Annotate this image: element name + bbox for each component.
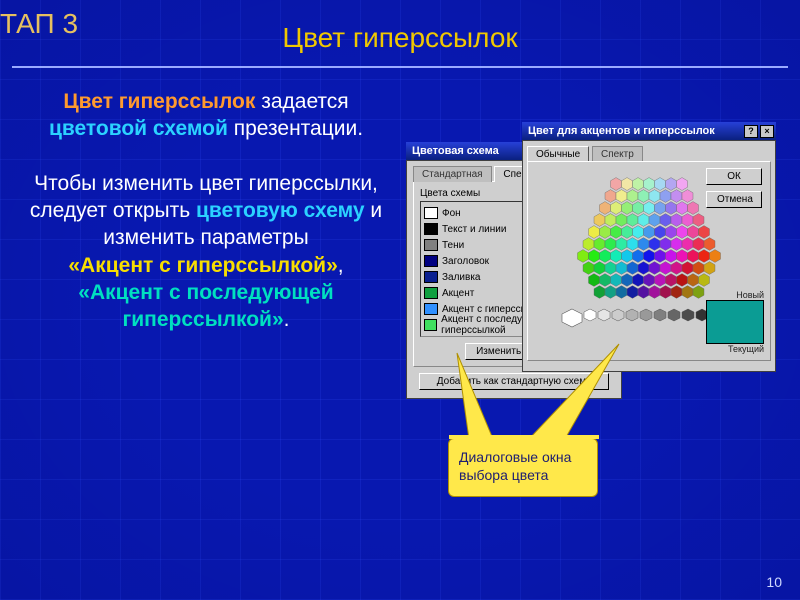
body-accent-2: «Акцент с последующей гиперссылкой»: [78, 281, 333, 331]
body-link-1: цветовой схемой: [49, 117, 228, 140]
body-emph-1: Цвет гиперссылок: [63, 90, 255, 113]
scheme-item-label: Фон: [442, 208, 461, 219]
swatch-icon: [424, 303, 438, 315]
scheme-tab-standard[interactable]: Стандартная: [413, 166, 492, 182]
window-controls: ? ×: [744, 125, 774, 138]
swatch-icon: [424, 223, 438, 235]
scheme-item-label: Акцент: [442, 288, 474, 299]
slide: ТАП 3 Цвет гиперссылок Цвет гиперссылок …: [0, 0, 800, 600]
swatch-icon: [424, 207, 438, 219]
picker-dialog-titlebar[interactable]: Цвет для акцентов и гиперссылок ? ×: [522, 122, 776, 140]
picker-tab-normal[interactable]: Обычные: [527, 146, 589, 162]
swatch-icon: [424, 239, 438, 251]
callout-box: Диалоговые окна выбора цвета: [448, 438, 598, 497]
slide-title: Цвет гиперссылок: [0, 22, 800, 54]
body-plain-1: задается: [261, 90, 348, 113]
scheme-item-label: Текст и линии: [442, 224, 506, 235]
scheme-dialog-title: Цветовая схема: [412, 145, 499, 157]
callout-text: Диалоговые окна выбора цвета: [459, 449, 571, 483]
callout-pointer-icon: [449, 339, 669, 439]
body-link-2: цветовую схему: [196, 199, 365, 222]
body-accent-1: «Акцент с гиперссылкой»: [68, 254, 337, 277]
color-picker-dialog: Цвет для акцентов и гиперссылок ? × Обыч…: [522, 122, 776, 372]
title-divider: [12, 66, 788, 68]
scheme-item-label: Заголовок: [442, 256, 489, 267]
slide-body-text: Цвет гиперссылок задается цветовой схемо…: [26, 88, 386, 334]
picker-tab-spectrum[interactable]: Спектр: [592, 146, 643, 162]
swatch-icon: [424, 319, 437, 331]
new-color-swatch: [707, 301, 763, 322]
color-preview: Новый Текущий: [706, 290, 764, 354]
close-icon[interactable]: ×: [760, 125, 774, 138]
body-plain-2: презентации.: [234, 117, 363, 140]
help-icon[interactable]: ?: [744, 125, 758, 138]
hexagon-palette-icon: [574, 174, 724, 304]
picker-dialog-title: Цвет для акцентов и гиперссылок: [528, 125, 715, 137]
new-color-label: Новый: [706, 290, 764, 300]
current-color-swatch: [707, 322, 763, 343]
body-period: .: [284, 308, 290, 331]
page-number: 10: [766, 574, 782, 590]
current-color-label: Текущий: [706, 344, 764, 354]
swatch-icon: [424, 271, 438, 283]
picker-tabs: Обычные Спектр: [527, 145, 771, 161]
body-comma: ,: [338, 254, 344, 277]
swatch-icon: [424, 287, 438, 299]
swatch-icon: [424, 255, 438, 267]
hex-color-grid[interactable]: [534, 174, 764, 304]
scheme-item-label: Тени: [442, 240, 464, 251]
scheme-item-label: Заливка: [442, 272, 481, 283]
